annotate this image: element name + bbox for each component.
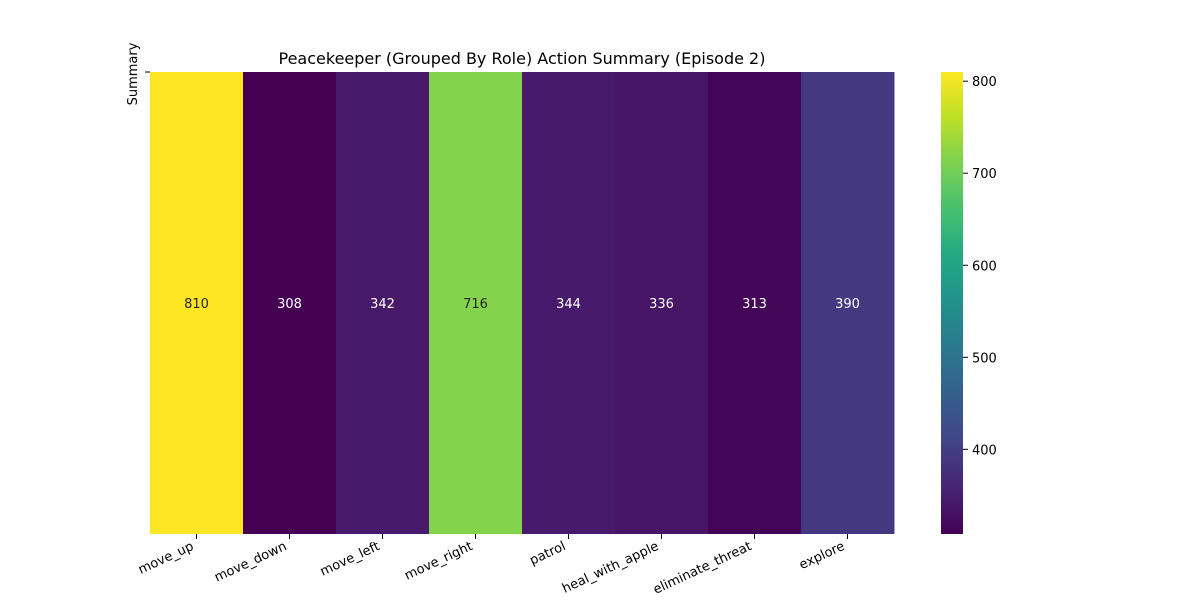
x-axis-ticks: move_up move_down move_left move_right patro… (136, 534, 848, 598)
cell-value-label: 810 (184, 297, 209, 312)
x-tick-label: move_down (212, 539, 289, 586)
chart-title: Peacekeeper (Grouped By Role) Action Sum… (279, 49, 766, 68)
colorbar-tick-label: 400 (972, 443, 997, 458)
cell-value-label: 336 (649, 297, 674, 312)
x-tick-label: patrol (527, 539, 568, 569)
x-tick-label: explore (797, 539, 847, 573)
heatmap-cell (801, 72, 895, 534)
colorbar-tick-label: 700 (972, 167, 997, 182)
cell-value-label: 308 (277, 297, 302, 312)
x-tick-label: move_up (136, 539, 196, 578)
cell-value-label: 344 (556, 297, 581, 312)
colorbar-ticks: 400 500 600 700 800 (963, 75, 997, 458)
colorbar (941, 72, 963, 534)
heatmap-cell (708, 72, 802, 534)
colorbar-tick-label: 500 (972, 351, 997, 366)
cell-value-label: 342 (370, 297, 395, 312)
heatmap-cell (243, 72, 337, 534)
cell-value-label: 716 (463, 297, 488, 312)
cell-value-label: 390 (835, 297, 860, 312)
heatmap-cell (615, 72, 709, 534)
x-tick-label: move_right (402, 539, 475, 584)
heatmap-cell (429, 72, 523, 534)
heatmap-cell (150, 72, 244, 534)
heatmap-cell (522, 72, 616, 534)
heatmap-cell (336, 72, 430, 534)
x-tick-label: move_left (318, 539, 382, 580)
x-tick-label: heal_with_apple (560, 539, 661, 597)
heatmap-cells: 810 308 342 716 344 336 313 390 (150, 72, 895, 534)
colorbar-tick-label: 800 (972, 75, 997, 90)
cell-value-label: 313 (742, 297, 767, 312)
row-label: Summary (126, 42, 141, 105)
x-tick-label: eliminate_threat (651, 539, 754, 598)
colorbar-tick-label: 600 (972, 259, 997, 274)
